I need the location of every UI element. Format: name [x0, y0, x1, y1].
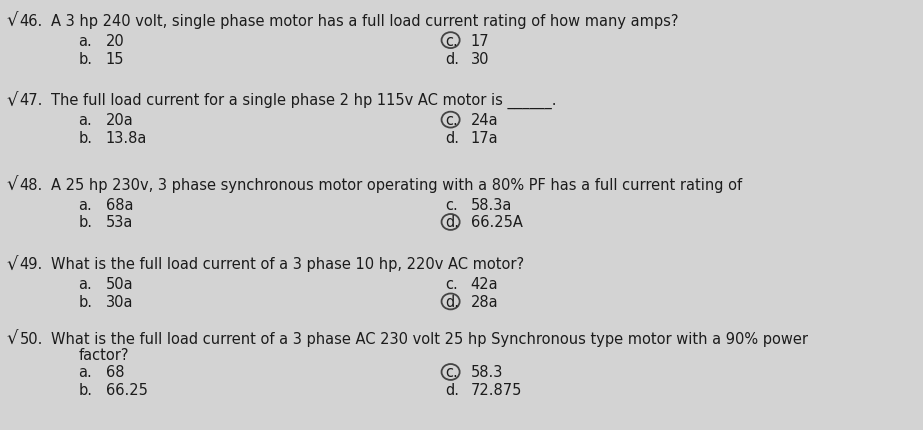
Text: b.: b.	[78, 52, 92, 66]
Text: a.: a.	[78, 197, 92, 212]
Text: factor?: factor?	[78, 347, 129, 362]
Text: 68a: 68a	[105, 197, 133, 212]
Text: c.: c.	[445, 365, 458, 380]
Text: 58.3a: 58.3a	[471, 197, 512, 212]
Text: √: √	[6, 255, 18, 273]
Text: a.: a.	[78, 365, 92, 380]
Text: c.: c.	[445, 197, 458, 212]
Text: A 25 hp 230v, 3 phase synchronous motor operating with a 80% PF has a full curre: A 25 hp 230v, 3 phase synchronous motor …	[51, 177, 742, 192]
Text: 48.: 48.	[19, 177, 42, 192]
Text: b.: b.	[78, 294, 92, 309]
Text: 17a: 17a	[471, 131, 498, 146]
Text: b.: b.	[78, 131, 92, 146]
Text: 68: 68	[105, 365, 124, 380]
Text: 20a: 20a	[105, 113, 133, 128]
Text: What is the full load current of a 3 phase AC 230 volt 25 hp Synchronous type mo: What is the full load current of a 3 pha…	[51, 331, 809, 346]
Text: 42a: 42a	[471, 276, 498, 292]
Text: 13.8a: 13.8a	[105, 131, 147, 146]
Text: 66.25A: 66.25A	[471, 215, 522, 230]
Text: 46.: 46.	[19, 14, 42, 29]
Text: 66.25: 66.25	[105, 382, 148, 397]
Text: 58.3: 58.3	[471, 365, 503, 380]
Text: d.: d.	[445, 131, 459, 146]
Text: a.: a.	[78, 34, 92, 49]
Text: 15: 15	[105, 52, 124, 66]
Text: 17: 17	[471, 34, 489, 49]
Text: √: √	[6, 329, 18, 347]
Text: What is the full load current of a 3 phase 10 hp, 220v AC motor?: What is the full load current of a 3 pha…	[51, 257, 524, 272]
Text: b.: b.	[78, 215, 92, 230]
Text: c.: c.	[445, 34, 458, 49]
Text: √: √	[6, 12, 18, 30]
Text: The full load current for a single phase 2 hp 115v AC motor is ______.: The full load current for a single phase…	[51, 92, 557, 109]
Text: a.: a.	[78, 113, 92, 128]
Text: 50.: 50.	[19, 331, 42, 346]
Text: d.: d.	[445, 294, 459, 309]
Text: 24a: 24a	[471, 113, 498, 128]
Text: d.: d.	[445, 382, 459, 397]
Text: a.: a.	[78, 276, 92, 292]
Text: √: √	[6, 92, 18, 110]
Text: 50a: 50a	[105, 276, 133, 292]
Text: √: √	[6, 176, 18, 194]
Text: 49.: 49.	[19, 257, 42, 272]
Text: 53a: 53a	[105, 215, 133, 230]
Text: b.: b.	[78, 382, 92, 397]
Text: 72.875: 72.875	[471, 382, 521, 397]
Text: 30a: 30a	[105, 294, 133, 309]
Text: 47.: 47.	[19, 93, 42, 108]
Text: 20: 20	[105, 34, 125, 49]
Text: d.: d.	[445, 215, 459, 230]
Text: c.: c.	[445, 113, 458, 128]
Text: 30: 30	[471, 52, 489, 66]
Text: d.: d.	[445, 52, 459, 66]
Text: A 3 hp 240 volt, single phase motor has a full load current rating of how many a: A 3 hp 240 volt, single phase motor has …	[51, 14, 678, 29]
Text: 28a: 28a	[471, 294, 498, 309]
Text: c.: c.	[445, 276, 458, 292]
